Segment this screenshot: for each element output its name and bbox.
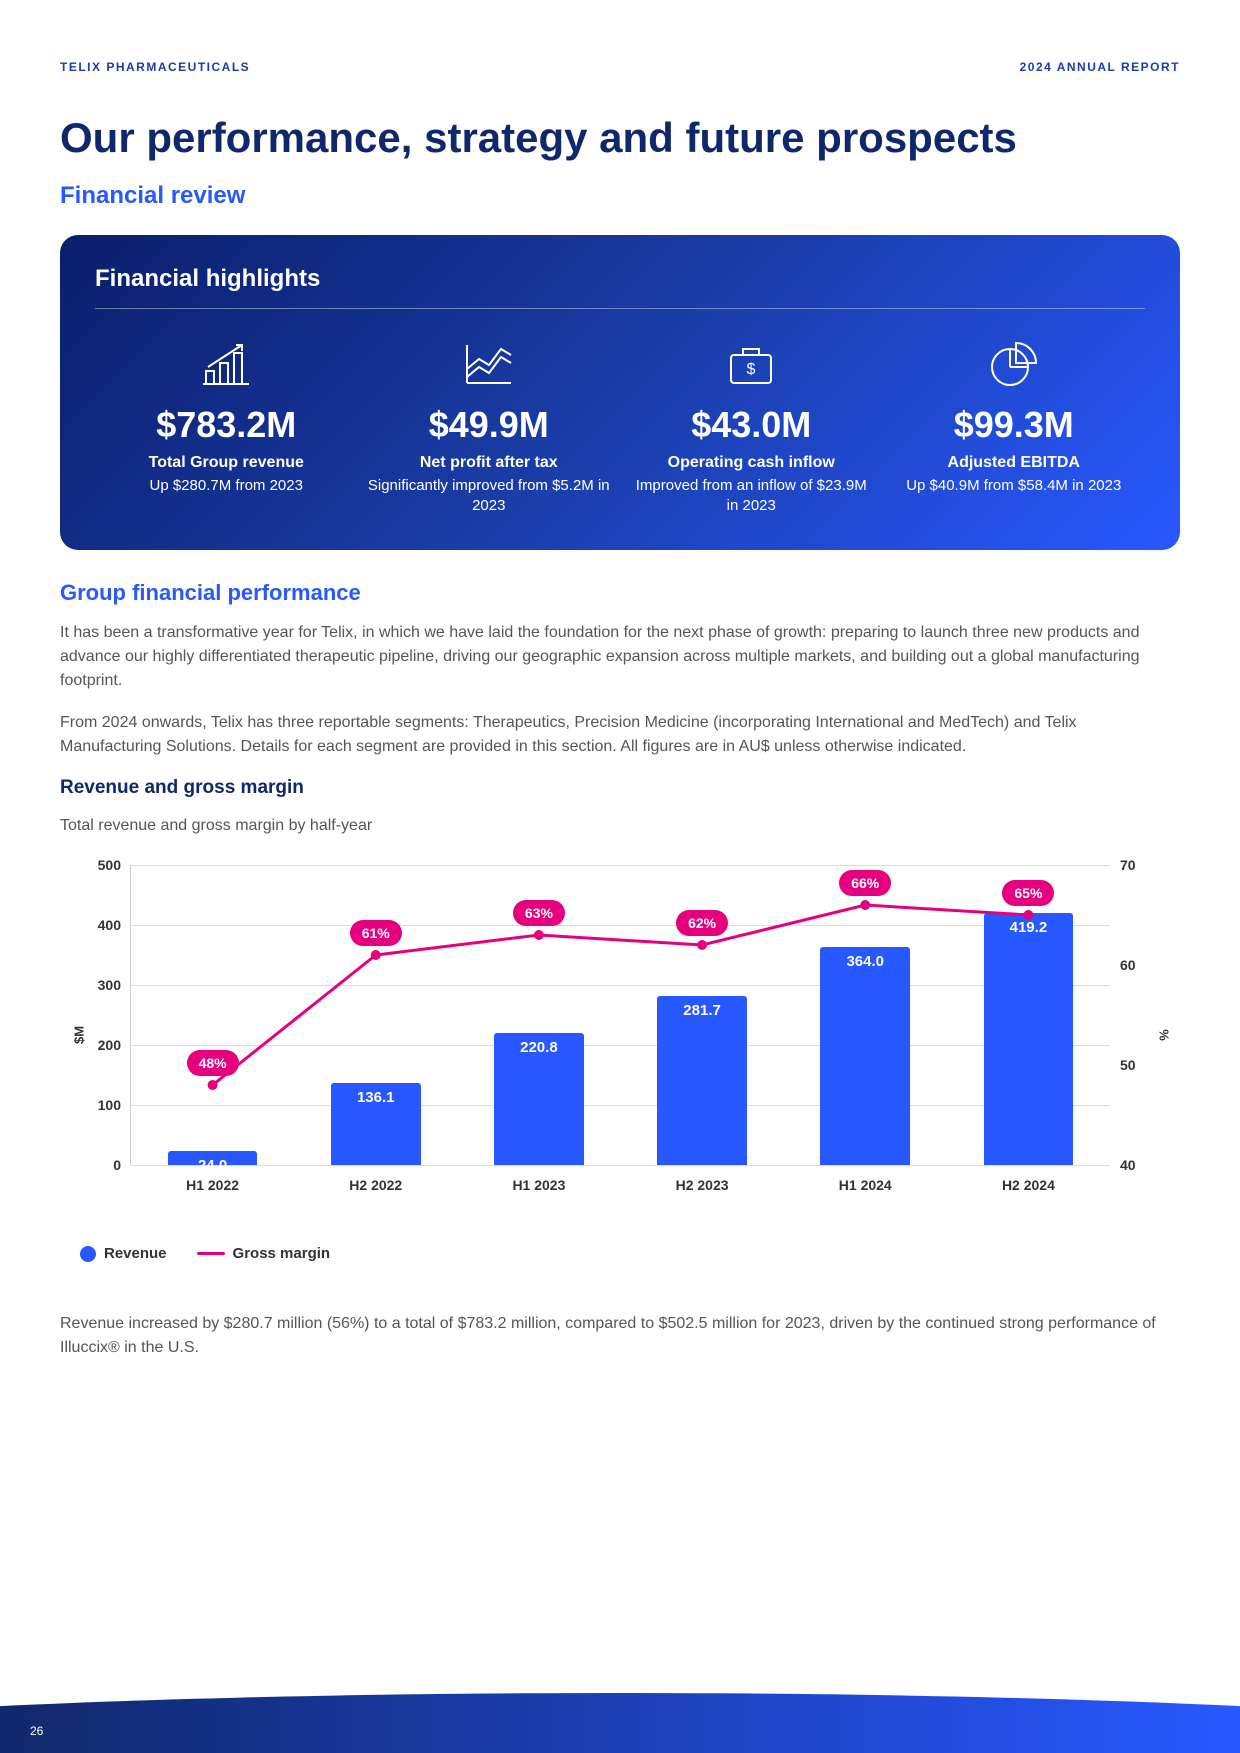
footer-wave	[0, 1693, 1240, 1753]
gross-margin-line	[131, 865, 1110, 1165]
section-title: Financial review	[60, 182, 1180, 210]
bar-value-label: 136.1	[331, 1089, 421, 1106]
highlight-label: Operating cash inflow	[628, 454, 875, 472]
line-value-badge: 62%	[676, 910, 728, 936]
highlight-cashflow: $ $43.0M Operating cash inflow Improved …	[620, 334, 883, 515]
highlights-title: Financial highlights	[95, 265, 1145, 309]
highlight-sub: Significantly improved from $5.2M in 202…	[366, 476, 613, 515]
svg-text:$: $	[747, 361, 756, 378]
legend-label: Gross margin	[233, 1245, 331, 1262]
line-value-badge: 48%	[187, 1050, 239, 1076]
pie-chart-icon	[891, 334, 1138, 394]
highlight-sub: Up $40.9M from $58.4M in 2023	[891, 476, 1138, 496]
body-paragraph: Revenue increased by $280.7 million (56%…	[60, 1312, 1180, 1360]
x-tick-label: H1 2024	[839, 1177, 892, 1193]
line-value-badge: 63%	[513, 900, 565, 926]
bar-value-label: 220.8	[494, 1039, 584, 1056]
chart-bar: 281.7	[657, 996, 747, 1165]
y-left-tick: 400	[81, 917, 121, 933]
highlight-label: Total Group revenue	[103, 454, 350, 472]
y-right-tick: 50	[1120, 1057, 1155, 1073]
bar-value-label: 364.0	[820, 953, 910, 970]
y-right-tick: 60	[1120, 957, 1155, 973]
x-tick-label: H2 2022	[349, 1177, 402, 1193]
line-chart-icon	[366, 334, 613, 394]
bar-value-label: 281.7	[657, 1002, 747, 1019]
header-report: 2024 ANNUAL REPORT	[1020, 60, 1180, 74]
chart-bar: 364.0	[820, 947, 910, 1165]
highlight-revenue: $783.2M Total Group revenue Up $280.7M f…	[95, 334, 358, 515]
chart-bar: 419.2	[984, 913, 1074, 1165]
x-tick-label: H2 2024	[1002, 1177, 1055, 1193]
group-performance-title: Group financial performance	[60, 580, 1180, 606]
y-right-tick: 40	[1120, 1157, 1155, 1173]
body-paragraph: It has been a transformative year for Te…	[60, 621, 1180, 693]
briefcase-dollar-icon: $	[628, 334, 875, 394]
financial-highlights-panel: Financial highlights $783.2M Total Group…	[60, 235, 1180, 550]
y-left-tick: 100	[81, 1097, 121, 1113]
page-header: TELIX PHARMACEUTICALS 2024 ANNUAL REPORT	[60, 60, 1180, 74]
y-left-tick: 0	[81, 1157, 121, 1173]
highlight-value: $783.2M	[103, 404, 350, 446]
chart-legend: Revenue Gross margin	[60, 1245, 1180, 1262]
gridline	[131, 1045, 1110, 1046]
highlight-ebitda: $99.3M Adjusted EBITDA Up $40.9M from $5…	[883, 334, 1146, 515]
y-left-tick: 300	[81, 977, 121, 993]
chart-caption: Total revenue and gross margin by half-y…	[60, 817, 1180, 835]
highlight-sub: Up $280.7M from 2023	[103, 476, 350, 496]
highlight-label: Net profit after tax	[366, 454, 613, 472]
y-left-tick: 200	[81, 1037, 121, 1053]
x-tick-label: H1 2022	[186, 1177, 239, 1193]
highlight-value: $99.3M	[891, 404, 1138, 446]
gridline	[131, 925, 1110, 926]
gridline	[131, 865, 1110, 866]
legend-swatch-icon	[197, 1252, 225, 1255]
line-value-badge: 66%	[839, 870, 891, 896]
chart-bar: 136.1	[331, 1083, 421, 1165]
highlights-grid: $783.2M Total Group revenue Up $280.7M f…	[95, 334, 1145, 515]
y-right-tick: 70	[1120, 857, 1155, 873]
bar-value-label: 419.2	[984, 919, 1074, 936]
gridline	[131, 985, 1110, 986]
line-value-badge: 65%	[1002, 880, 1054, 906]
revenue-margin-chart: $M % 01002003004005004050607024.0H1 2022…	[60, 855, 1180, 1215]
bar-value-label: 24.0	[168, 1157, 258, 1174]
revenue-heading: Revenue and gross margin	[60, 777, 1180, 799]
header-company: TELIX PHARMACEUTICALS	[60, 60, 250, 74]
x-tick-label: H1 2023	[512, 1177, 565, 1193]
legend-revenue: Revenue	[80, 1245, 167, 1262]
highlight-label: Adjusted EBITDA	[891, 454, 1138, 472]
highlight-value: $49.9M	[366, 404, 613, 446]
legend-swatch-icon	[80, 1246, 96, 1262]
bar-growth-icon	[103, 334, 350, 394]
y-left-tick: 500	[81, 857, 121, 873]
y-right-axis-label: %	[1157, 1029, 1172, 1041]
gridline	[131, 1105, 1110, 1106]
highlight-sub: Improved from an inflow of $23.9M in 202…	[628, 476, 875, 515]
chart-bar: 24.0	[168, 1151, 258, 1165]
legend-gross-margin: Gross margin	[197, 1245, 331, 1262]
highlight-value: $43.0M	[628, 404, 875, 446]
chart-bar: 220.8	[494, 1033, 584, 1165]
body-paragraph: From 2024 onwards, Telix has three repor…	[60, 711, 1180, 759]
line-value-badge: 61%	[350, 920, 402, 946]
page-title: Our performance, strategy and future pro…	[60, 114, 1180, 162]
highlight-profit: $49.9M Net profit after tax Significantl…	[358, 334, 621, 515]
gridline	[131, 1165, 1110, 1166]
legend-label: Revenue	[104, 1245, 167, 1262]
page-number: 26	[30, 1724, 43, 1738]
x-tick-label: H2 2023	[676, 1177, 729, 1193]
